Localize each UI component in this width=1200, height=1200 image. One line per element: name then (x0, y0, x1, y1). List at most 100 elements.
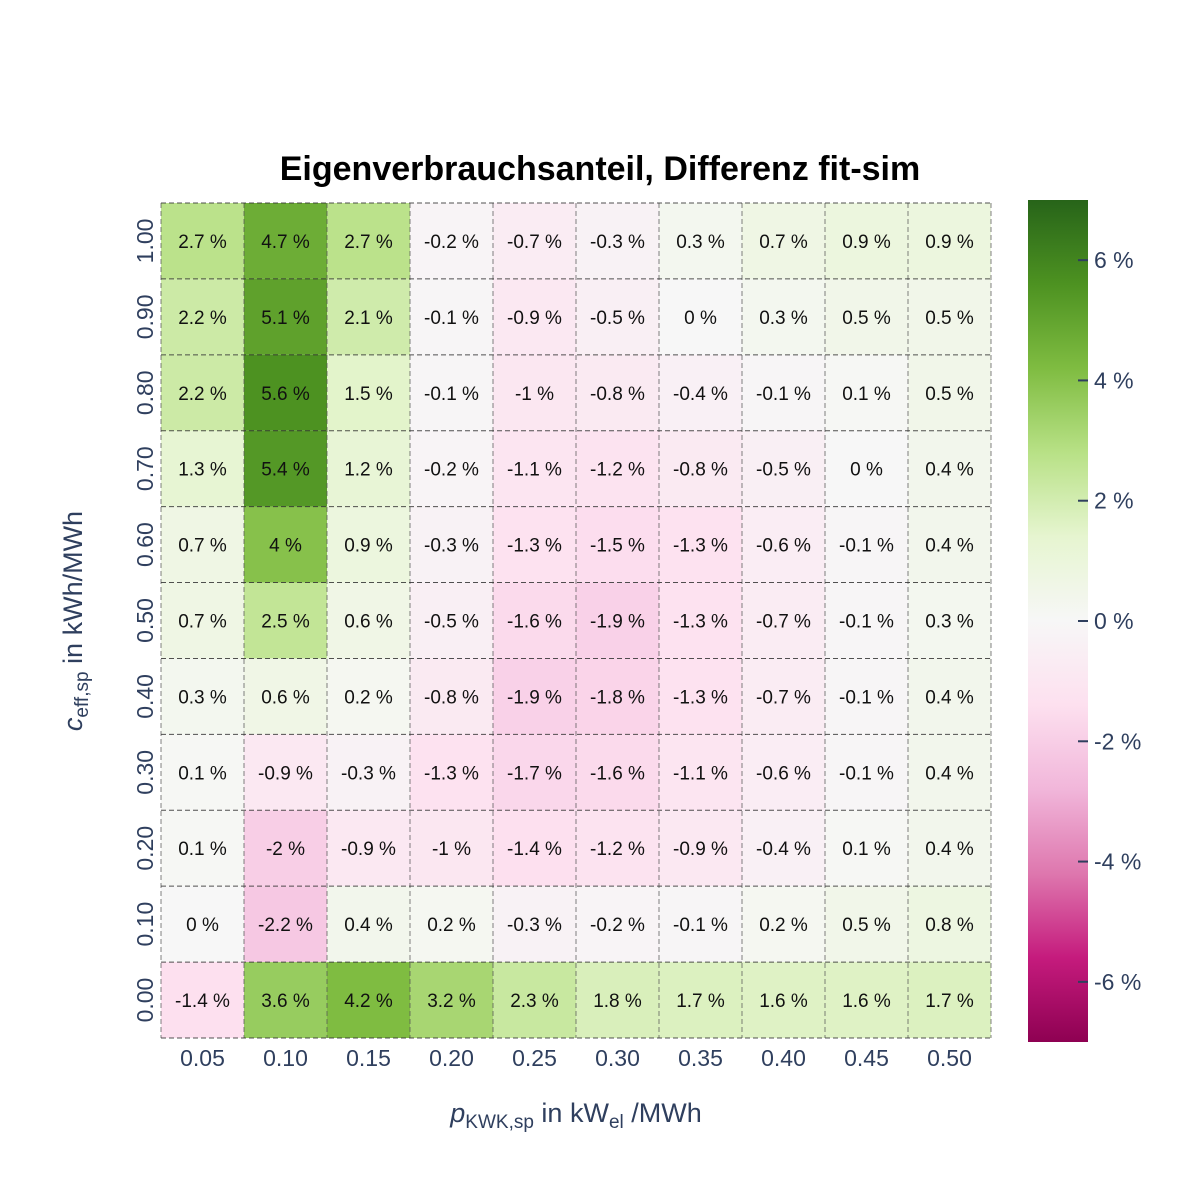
cell-value-label: -0.6 % (756, 763, 811, 784)
heatmap-cell (410, 734, 493, 811)
cell-value-label: 0.1 % (178, 839, 227, 860)
heatmap-cell (576, 810, 659, 887)
cell-value-label: 0.8 % (925, 915, 974, 936)
cell-value-label: 3.6 % (261, 991, 310, 1012)
cell-value-label: 0.2 % (344, 687, 393, 708)
cell-value-label: 0.7 % (178, 536, 227, 557)
cell-value-label: -0.7 % (756, 612, 811, 633)
cell-value-label: -0.2 % (424, 460, 479, 481)
heatmap-cell (576, 430, 659, 507)
heatmap-cell (576, 886, 659, 963)
cell-value-label: 1.6 % (759, 991, 808, 1012)
cell-value-label: 0.4 % (925, 687, 974, 708)
cell-value-label: 4.7 % (261, 232, 310, 253)
heatmap-cell (244, 582, 327, 659)
cell-value-label: 0.7 % (759, 232, 808, 253)
heatmap-cell (659, 430, 742, 507)
x-tick-label: 0.05 (180, 1045, 225, 1071)
colorbar-ticks: 6 % 4 % 2 % 0 % -2 % -4 % -6 % (1078, 247, 1141, 995)
cell-value-label: -0.3 % (590, 232, 645, 253)
cell-value-label: 2.2 % (178, 308, 227, 329)
heatmap-cell (576, 278, 659, 355)
heatmap-cell (659, 886, 742, 963)
heatmap-cell (742, 203, 825, 279)
heatmap-cell (576, 582, 659, 659)
heatmap-cell (327, 430, 410, 507)
heatmap-cell (908, 810, 991, 887)
heatmap-cell (244, 810, 327, 887)
cell-value-label: 5.1 % (261, 308, 310, 329)
cell-value-label: -0.2 % (590, 915, 645, 936)
cell-value-label: 2.1 % (344, 308, 393, 329)
cell-value-label: -0.4 % (673, 384, 728, 405)
heatmap-cell (244, 734, 327, 811)
heatmap-cell (576, 658, 659, 735)
cell-value-label: -0.1 % (673, 915, 728, 936)
y-tick-label: 0.80 (132, 370, 158, 415)
cell-value-label: -1.9 % (590, 612, 645, 633)
heatmap-cell (244, 278, 327, 355)
cell-value-label: -1.3 % (507, 536, 562, 557)
heatmap-cell (742, 506, 825, 583)
cell-value-label: -1.1 % (507, 460, 562, 481)
chart-title: Eigenverbrauchsanteil, Differenz fit-sim (280, 150, 921, 188)
heatmap-cell (908, 734, 991, 811)
heatmap-cell (576, 506, 659, 583)
heatmap-cell (244, 354, 327, 431)
cell-value-label: -0.9 % (341, 839, 396, 860)
cell-value-label: -0.9 % (507, 308, 562, 329)
cell-value-label: 0.3 % (178, 687, 227, 708)
y-tick-label: 0.60 (132, 522, 158, 567)
heatmap-cell (161, 506, 244, 583)
cell-value-label: -1 % (432, 839, 471, 860)
heatmap-cell (825, 430, 908, 507)
heatmap-cell (825, 203, 908, 279)
cell-value-label: 0.6 % (261, 687, 310, 708)
cell-value-label: 0.9 % (344, 536, 393, 557)
heatmap-cell (327, 203, 410, 279)
colorbar-tick-label: -4 % (1094, 849, 1141, 875)
heatmap-cell (161, 278, 244, 355)
heatmap-cell (161, 430, 244, 507)
cell-value-label: -1.3 % (673, 536, 728, 557)
cell-value-label: 0.4 % (925, 536, 974, 557)
heatmap-cell (244, 506, 327, 583)
cell-value-label: -0.1 % (756, 384, 811, 405)
heatmap-cell (659, 658, 742, 735)
x-axis-subscript: KWK,sp (465, 1112, 534, 1133)
cell-value-label: -1.6 % (507, 612, 562, 633)
heatmap-cell (576, 962, 659, 1038)
heatmap-cell (908, 886, 991, 963)
cell-value-label: 1.7 % (925, 991, 974, 1012)
heatmap-cell (742, 886, 825, 963)
colorbar-tick-label: 6 % (1094, 247, 1134, 273)
heatmap-cell (244, 430, 327, 507)
heatmap-cell (161, 354, 244, 431)
heatmap-cell (742, 962, 825, 1038)
heatmap-cell (327, 810, 410, 887)
cell-value-label: -1.3 % (673, 612, 728, 633)
cell-value-label: -1.8 % (590, 687, 645, 708)
cell-value-label: 0.3 % (759, 308, 808, 329)
heatmap-cell (908, 278, 991, 355)
cell-value-label: -0.8 % (424, 687, 479, 708)
cell-value-label: 0.3 % (925, 612, 974, 633)
cell-value-label: 5.6 % (261, 384, 310, 405)
heatmap-cell (493, 810, 576, 887)
x-tick-label: 0.35 (678, 1045, 723, 1071)
heatmap-cell (742, 734, 825, 811)
cell-value-label: 0.2 % (759, 915, 808, 936)
cell-value-label: -0.9 % (673, 839, 728, 860)
heatmap-cell (493, 430, 576, 507)
cell-value-label: 2.5 % (261, 612, 310, 633)
cell-value-label: -0.9 % (258, 763, 313, 784)
heatmap-cell (742, 354, 825, 431)
heatmap-cell (161, 582, 244, 659)
x-tick-label: 0.50 (927, 1045, 972, 1071)
heatmap-cell (908, 962, 991, 1038)
cell-value-label: 1.7 % (676, 991, 725, 1012)
heatmap-cell (161, 658, 244, 735)
heatmap-cell (659, 582, 742, 659)
cell-value-label: -1.1 % (673, 763, 728, 784)
